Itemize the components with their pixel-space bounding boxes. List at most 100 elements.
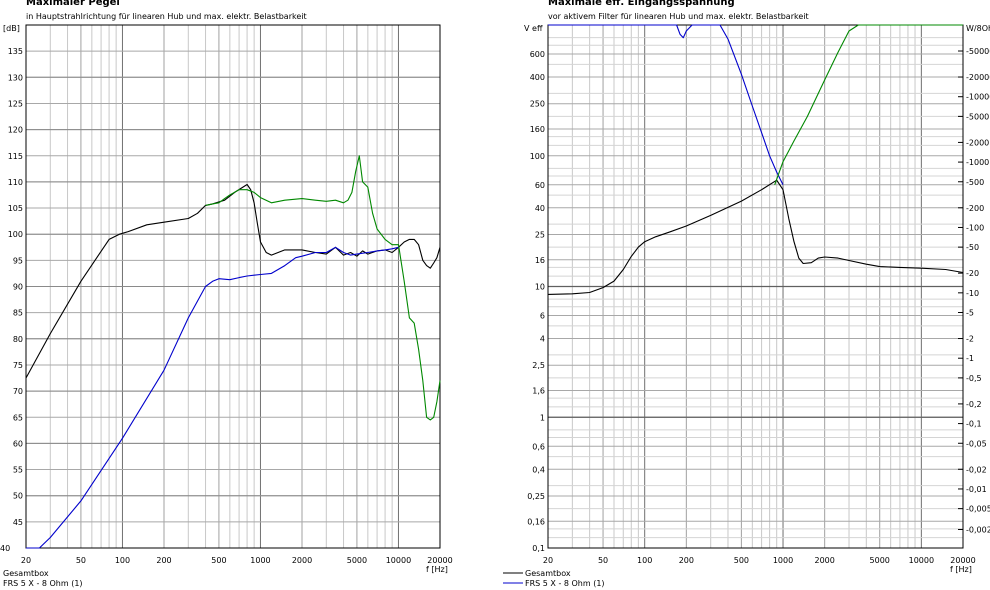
legend-left: Gesamtbox FRS 5 X - 8 Ohm (1) <box>3 569 83 588</box>
y-tick-label: 0,16 <box>527 517 545 526</box>
y2-tick-label: -0,2 <box>966 400 982 409</box>
y-tick-label: 0,4 <box>532 465 545 474</box>
x-tick-label: 1000 <box>250 556 270 565</box>
y-tick-label: 110 <box>8 178 23 187</box>
y-tick-label: 90 <box>13 283 23 292</box>
y-tick-label: 0,6 <box>532 442 545 451</box>
y2-tick-label: -50 <box>966 243 979 252</box>
y-tick-label: 135 <box>8 47 23 56</box>
y-tick-label: 55 <box>13 466 23 475</box>
y-tick-label: 40 <box>535 204 545 213</box>
x-tick-label: 5000 <box>347 556 367 565</box>
y2-tick-label: -0,1 <box>966 420 982 429</box>
y2-tick-label: -0,5 <box>966 374 982 383</box>
legend-entry: Gesamtbox <box>525 569 571 578</box>
y-tick-label: 400 <box>530 73 545 82</box>
series-line <box>26 246 399 549</box>
y2-tick-label: -1 <box>966 354 974 363</box>
y-tick-label: 115 <box>8 152 23 161</box>
y-tick-label: 60 <box>13 439 23 448</box>
y-tick-label: 25 <box>535 230 545 239</box>
y-tick-label: 65 <box>13 413 23 422</box>
x-tick-label: 20 <box>21 556 31 565</box>
y-tick-label: 100 <box>530 152 545 161</box>
x-tick-label: 100 <box>115 556 130 565</box>
legend-right: Gesamtbox FRS 5 X - 8 Ohm (1) <box>503 569 605 588</box>
y-tick-label: 40 <box>0 544 10 553</box>
y-tick-label: 2,5 <box>532 361 545 370</box>
y-tick-label: 105 <box>8 204 23 213</box>
x-tick-label: 20000 <box>427 556 452 565</box>
series-line <box>205 155 441 421</box>
y2-tick-label: -2 <box>966 335 974 344</box>
y-tick-label: 6 <box>540 312 545 321</box>
series-line <box>25 183 441 379</box>
y2-tick-label: -100 <box>966 223 984 232</box>
plot-frame <box>547 24 964 549</box>
y-tick-label: 0,25 <box>527 492 545 501</box>
y2-tick-label: -2000 <box>966 138 989 147</box>
x-tick-label: 2000 <box>292 556 312 565</box>
x-tick-label: 10000 <box>386 556 411 565</box>
series-line <box>548 24 784 186</box>
y-tick-label: 125 <box>8 99 23 108</box>
y-tick-label: 16 <box>535 256 545 265</box>
y2-tick-label: -0,02 <box>966 465 987 474</box>
y-tick-label: 1,6 <box>532 387 545 396</box>
y-tick-label: 95 <box>13 256 23 265</box>
chart-title: Maximale eff. Eingangsspannung <box>548 0 735 8</box>
y-tick-label: 250 <box>530 100 545 109</box>
x-axis-unit: f [Hz] <box>426 565 448 574</box>
y-tick-label: 75 <box>13 361 23 370</box>
x-tick-label: 20000 <box>950 556 975 565</box>
y-tick-label: 45 <box>13 518 23 527</box>
y-tick-label: 70 <box>13 387 23 396</box>
y-tick-label: 0,1 <box>532 544 545 553</box>
y-tick-label: 4 <box>540 335 545 344</box>
plot-frame <box>25 24 441 549</box>
x-tick-label: 200 <box>679 556 694 565</box>
y-axis-unit: V eff <box>524 24 543 33</box>
y2-tick-label: -20000 <box>966 73 990 82</box>
y-tick-label: 100 <box>8 230 23 239</box>
y2-tick-label: -500 <box>966 178 984 187</box>
y2-tick-label: -10 <box>966 289 979 298</box>
y2-tick-label: -0,002 <box>966 525 990 534</box>
y2-tick-label: -0,05 <box>966 439 987 448</box>
y2-tick-label: -50000 <box>966 47 990 56</box>
y2-tick-label: -10000 <box>966 93 990 102</box>
x-tick-label: 10000 <box>909 556 934 565</box>
x-tick-label: 2000 <box>814 556 834 565</box>
legend-entry: FRS 5 X - 8 Ohm (1) <box>525 579 605 588</box>
y-tick-label: 50 <box>13 492 23 501</box>
x-tick-label: 1000 <box>773 556 793 565</box>
y-tick-label: 120 <box>8 126 23 135</box>
y-tick-label: 80 <box>13 335 23 344</box>
y-tick-label: 160 <box>530 125 545 134</box>
x-tick-label: 50 <box>598 556 608 565</box>
max-level-chart: Maximaler Pegel in Hauptstrahlrichtung f… <box>0 0 453 574</box>
y2-tick-label: -0,01 <box>966 485 987 494</box>
chart-title: Maximaler Pegel <box>26 0 120 8</box>
x-tick-label: 50 <box>76 556 86 565</box>
legend-entry: FRS 5 X - 8 Ohm (1) <box>3 579 83 588</box>
y-tick-label: 60 <box>535 181 545 190</box>
y-tick-label: 10 <box>535 283 545 292</box>
y2-tick-label: -20 <box>966 269 979 278</box>
x-tick-label: 20 <box>543 556 553 565</box>
chart-subtitle: in Hauptstrahlrichtung für linearen Hub … <box>26 12 307 21</box>
y2-tick-label: -0,005 <box>966 505 990 514</box>
x-tick-label: 100 <box>637 556 652 565</box>
x-tick-label: 500 <box>211 556 226 565</box>
y2-tick-label: -200 <box>966 204 984 213</box>
x-axis-unit: f [Hz] <box>950 565 972 574</box>
y-tick-label: 600 <box>530 50 545 59</box>
y2-tick-label: -5 <box>966 309 974 318</box>
max-input-voltage-chart: Maximale eff. Eingangsspannung vor aktiv… <box>524 0 990 574</box>
series-line <box>774 24 963 185</box>
y-tick-label: 85 <box>13 309 23 318</box>
y2-tick-label: -5000 <box>966 112 989 121</box>
x-tick-label: 5000 <box>870 556 890 565</box>
legend-entry: Gesamtbox <box>3 569 49 578</box>
